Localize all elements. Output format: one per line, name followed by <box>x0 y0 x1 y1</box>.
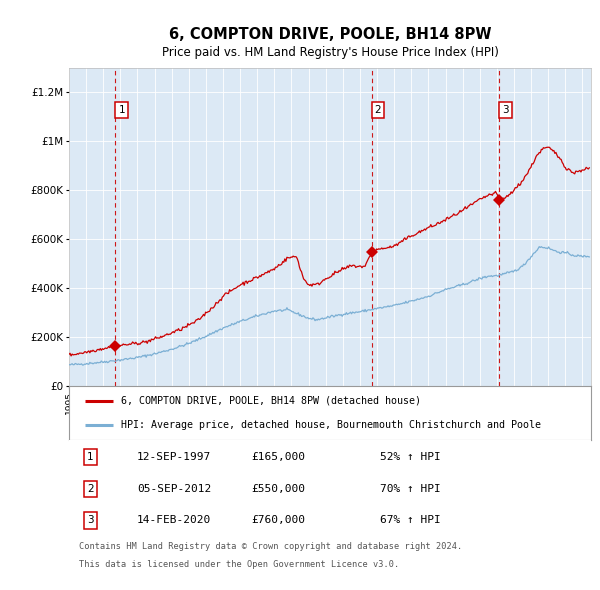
Text: 52% ↑ HPI: 52% ↑ HPI <box>380 453 440 463</box>
Text: 2: 2 <box>374 104 381 114</box>
Text: 67% ↑ HPI: 67% ↑ HPI <box>380 516 440 526</box>
Text: 3: 3 <box>87 516 94 526</box>
Text: 3: 3 <box>502 104 509 114</box>
Text: Price paid vs. HM Land Registry's House Price Index (HPI): Price paid vs. HM Land Registry's House … <box>161 46 499 59</box>
Text: 12-SEP-1997: 12-SEP-1997 <box>137 453 211 463</box>
Text: HPI: Average price, detached house, Bournemouth Christchurch and Poole: HPI: Average price, detached house, Bour… <box>121 420 541 430</box>
Text: 1: 1 <box>118 104 125 114</box>
Text: 05-SEP-2012: 05-SEP-2012 <box>137 484 211 494</box>
Text: 6, COMPTON DRIVE, POOLE, BH14 8PW: 6, COMPTON DRIVE, POOLE, BH14 8PW <box>169 27 491 41</box>
Text: £550,000: £550,000 <box>252 484 306 494</box>
Text: £165,000: £165,000 <box>252 453 306 463</box>
Text: Contains HM Land Registry data © Crown copyright and database right 2024.: Contains HM Land Registry data © Crown c… <box>79 542 463 551</box>
Text: 1: 1 <box>87 453 94 463</box>
Text: 14-FEB-2020: 14-FEB-2020 <box>137 516 211 526</box>
Text: £760,000: £760,000 <box>252 516 306 526</box>
Text: This data is licensed under the Open Government Licence v3.0.: This data is licensed under the Open Gov… <box>79 560 400 569</box>
Text: 70% ↑ HPI: 70% ↑ HPI <box>380 484 440 494</box>
Text: 6, COMPTON DRIVE, POOLE, BH14 8PW (detached house): 6, COMPTON DRIVE, POOLE, BH14 8PW (detac… <box>121 396 421 406</box>
Text: 2: 2 <box>87 484 94 494</box>
